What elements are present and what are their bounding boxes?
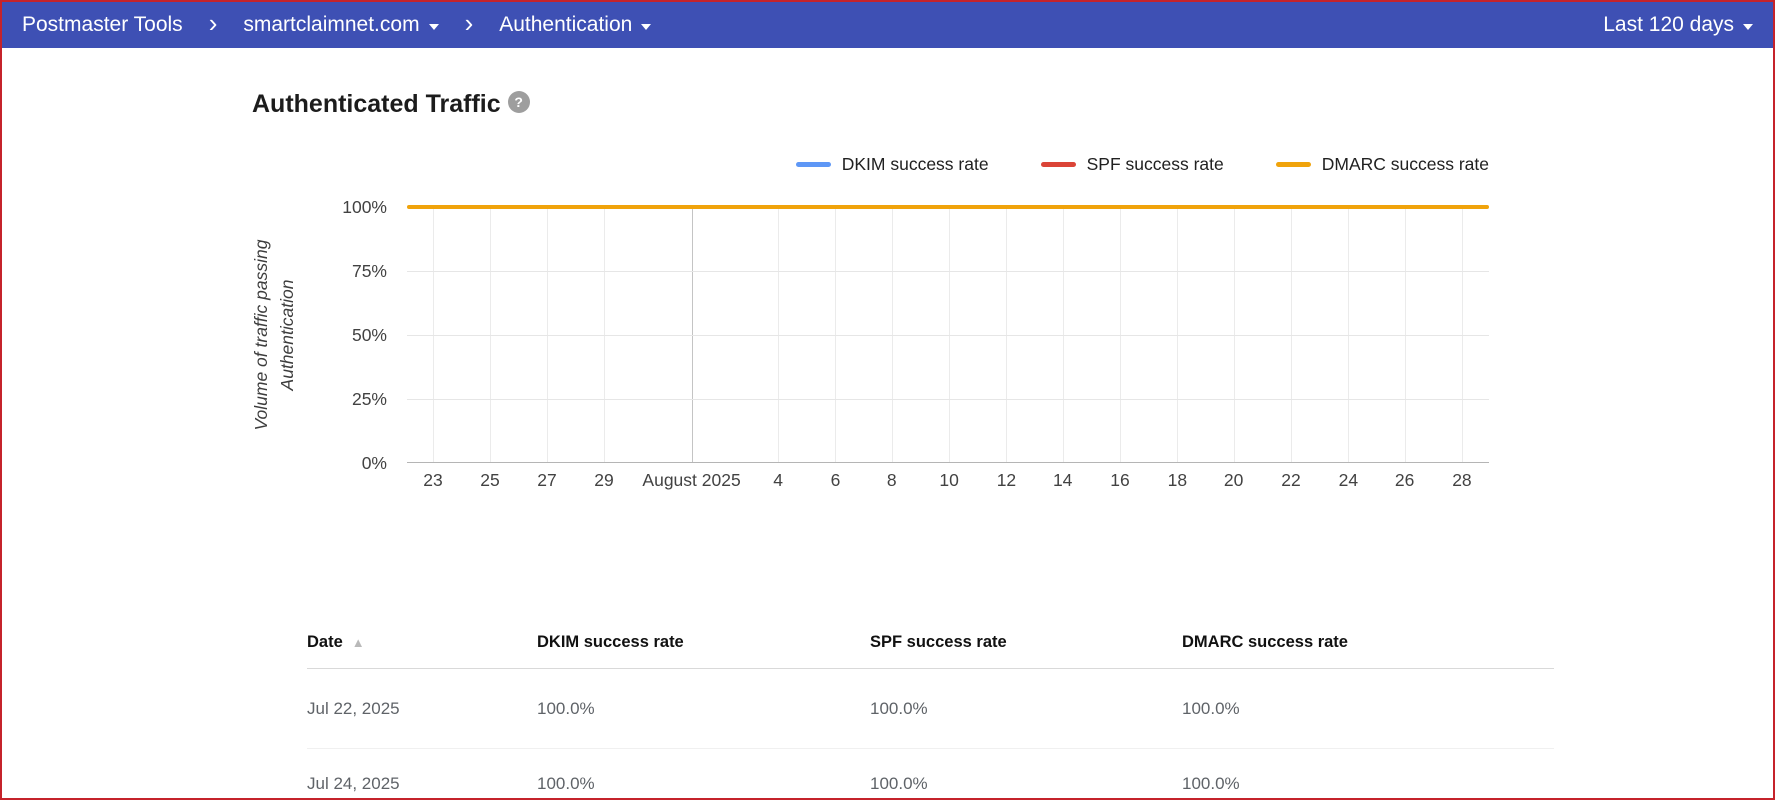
page-selector-dropdown[interactable]: Authentication [499, 13, 652, 37]
cell-date: Jul 22, 2025 [307, 698, 400, 718]
x-tick-label: 16 [1110, 470, 1130, 490]
gridline [407, 335, 1489, 336]
cell-spf: 100.0% [870, 774, 928, 793]
column-header-spf: SPF success rate [870, 633, 1007, 651]
breadcrumb-chevron-icon: › [464, 8, 474, 38]
page-selector-label: Authentication [499, 13, 633, 36]
help-icon[interactable]: ? [507, 90, 530, 113]
date-range-label: Last 120 days [1603, 13, 1734, 36]
x-tick-label: 29 [594, 470, 614, 490]
y-tick-label: 75% [351, 261, 387, 281]
sort-ascending-icon: ▲ [351, 635, 365, 650]
x-tick-label: 20 [1223, 470, 1244, 490]
top-nav-bar: Postmaster Tools › smartclaimnet.com › A… [2, 2, 1773, 48]
y-tick-label: 0% [361, 453, 387, 473]
x-axis-baseline [407, 462, 1489, 463]
dropdown-caret-icon [1743, 23, 1753, 30]
spf-swatch-icon [1040, 162, 1076, 167]
dmarc-swatch-icon [1275, 162, 1311, 167]
x-tick-label: 8 [886, 470, 897, 490]
cell-date: Jul 24, 2025 [307, 774, 400, 793]
table-row: Jul 24, 2025 100.0% 100.0% 100.0% [307, 749, 1554, 798]
x-tick-label: 24 [1338, 470, 1359, 490]
legend-label: SPF success rate [1086, 154, 1224, 174]
app-title[interactable]: Postmaster Tools [22, 13, 183, 36]
column-header-date[interactable]: Date ▲ [307, 633, 365, 651]
x-tick-label: 25 [480, 470, 500, 490]
x-tick-label: 22 [1281, 470, 1301, 490]
dropdown-caret-icon [428, 23, 439, 30]
table-row: Jul 22, 2025 100.0% 100.0% 100.0% [307, 669, 1554, 749]
cell-dkim: 100.0% [537, 774, 595, 793]
y-axis-title: Volume of traffic passing Authentication [250, 239, 297, 431]
breadcrumb-chevron-icon: › [208, 8, 218, 38]
x-tick-label-month: August 2025 [642, 470, 741, 490]
table-header-row: Date ▲ DKIM success rate SPF success rat… [307, 617, 1554, 669]
x-tick-label: 18 [1167, 470, 1188, 490]
gridline [407, 399, 1489, 400]
legend-label: DMARC success rate [1321, 154, 1489, 174]
date-range-dropdown[interactable]: Last 120 days [1603, 13, 1753, 37]
x-tick-label: 12 [996, 470, 1017, 490]
x-tick-label: 14 [1052, 470, 1073, 490]
dropdown-caret-icon [641, 23, 652, 30]
legend-label: DKIM success rate [841, 154, 989, 174]
y-tick-label: 50% [351, 325, 387, 345]
x-tick-label: 26 [1394, 470, 1415, 490]
breadcrumb: Postmaster Tools › smartclaimnet.com › A… [22, 8, 652, 38]
x-tick-label: 23 [423, 470, 443, 490]
legend-item-dkim: DKIM success rate [795, 154, 989, 175]
domain-selector-dropdown[interactable]: smartclaimnet.com [243, 13, 439, 37]
cell-dmarc: 100.0% [1182, 698, 1240, 718]
page-title: Authenticated Traffic [252, 90, 501, 118]
legend-item-spf: SPF success rate [1040, 154, 1224, 175]
x-tick-label: 28 [1452, 470, 1472, 490]
cell-spf: 100.0% [870, 698, 928, 718]
domain-selector-label: smartclaimnet.com [243, 13, 420, 36]
dmarc-success-line [407, 205, 1489, 209]
column-header-dmarc: DMARC success rate [1182, 633, 1348, 651]
y-tick-label: 100% [342, 197, 387, 217]
chart-plot-area [407, 205, 1489, 463]
gridline [407, 271, 1489, 272]
cell-dmarc: 100.0% [1182, 774, 1240, 793]
cell-dkim: 100.0% [537, 698, 595, 718]
x-tick-label: 4 [773, 470, 783, 490]
dkim-swatch-icon [795, 162, 831, 167]
x-tick-label: 27 [537, 470, 557, 490]
chart-legend: DKIM success rate SPF success rate DMARC… [407, 154, 1489, 175]
auth-rates-table: Date ▲ DKIM success rate SPF success rat… [307, 617, 1554, 798]
column-header-dkim: DKIM success rate [537, 633, 684, 651]
page-title-row: Authenticated Traffic ? [252, 90, 530, 119]
legend-item-dmarc: DMARC success rate [1275, 154, 1489, 175]
x-tick-label: 10 [939, 470, 959, 490]
y-tick-label: 25% [351, 389, 387, 409]
x-axis: 23 25 27 29 August 2025 4 6 8 10 12 14 1… [407, 470, 1489, 494]
x-tick-label: 6 [830, 470, 841, 490]
